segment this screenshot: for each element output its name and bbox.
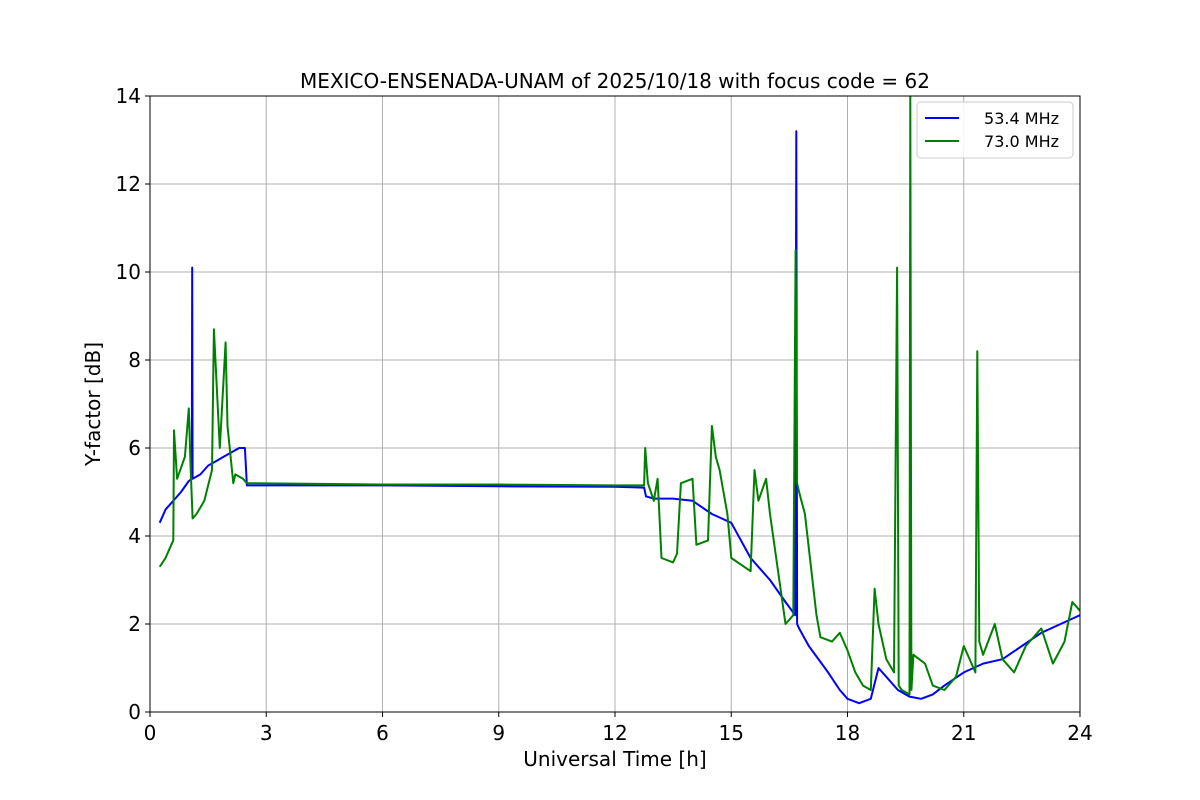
y-tick-label-7: 14: [116, 84, 141, 108]
y-tick-label-0: 0: [128, 700, 141, 724]
x-tick-label-5: 15: [719, 721, 744, 745]
y-tick-label-5: 10: [116, 260, 141, 284]
x-tick-label-6: 18: [835, 721, 860, 745]
legend-items: 53.4 MHz 73.0 MHz: [925, 109, 1059, 151]
x-tick-label-1: 3: [260, 721, 273, 745]
x-axis-title: Universal Time [h]: [523, 747, 706, 771]
x-tick-label-3: 9: [492, 721, 505, 745]
x-tick-label-4: 12: [602, 721, 627, 745]
series-layer: [158, 96, 1080, 705]
y-axis-title: Y-factor [dB]: [81, 342, 105, 467]
x-tick-label-8: 24: [1067, 721, 1092, 745]
x-tick-label-0: 0: [144, 721, 157, 745]
y-tick-label-2: 4: [128, 524, 141, 548]
chart-title: MEXICO-ENSENADA-UNAM of 2025/10/18 with …: [300, 69, 930, 93]
x-tick-label-7: 21: [951, 721, 976, 745]
legend-label-0: 53.4 MHz: [984, 109, 1059, 128]
y-tick-label-3: 6: [128, 436, 141, 460]
legend: 53.4 MHz 73.0 MHz: [916, 101, 1074, 159]
legend-label-1: 73.0 MHz: [984, 132, 1059, 151]
series-line-1: [158, 96, 1080, 696]
y-tick-label-1: 2: [128, 612, 141, 636]
legend-box: [916, 101, 1074, 159]
y-tick-label-6: 12: [116, 172, 141, 196]
x-tick-label-2: 6: [376, 721, 389, 745]
y-tick-label-4: 8: [128, 348, 141, 372]
